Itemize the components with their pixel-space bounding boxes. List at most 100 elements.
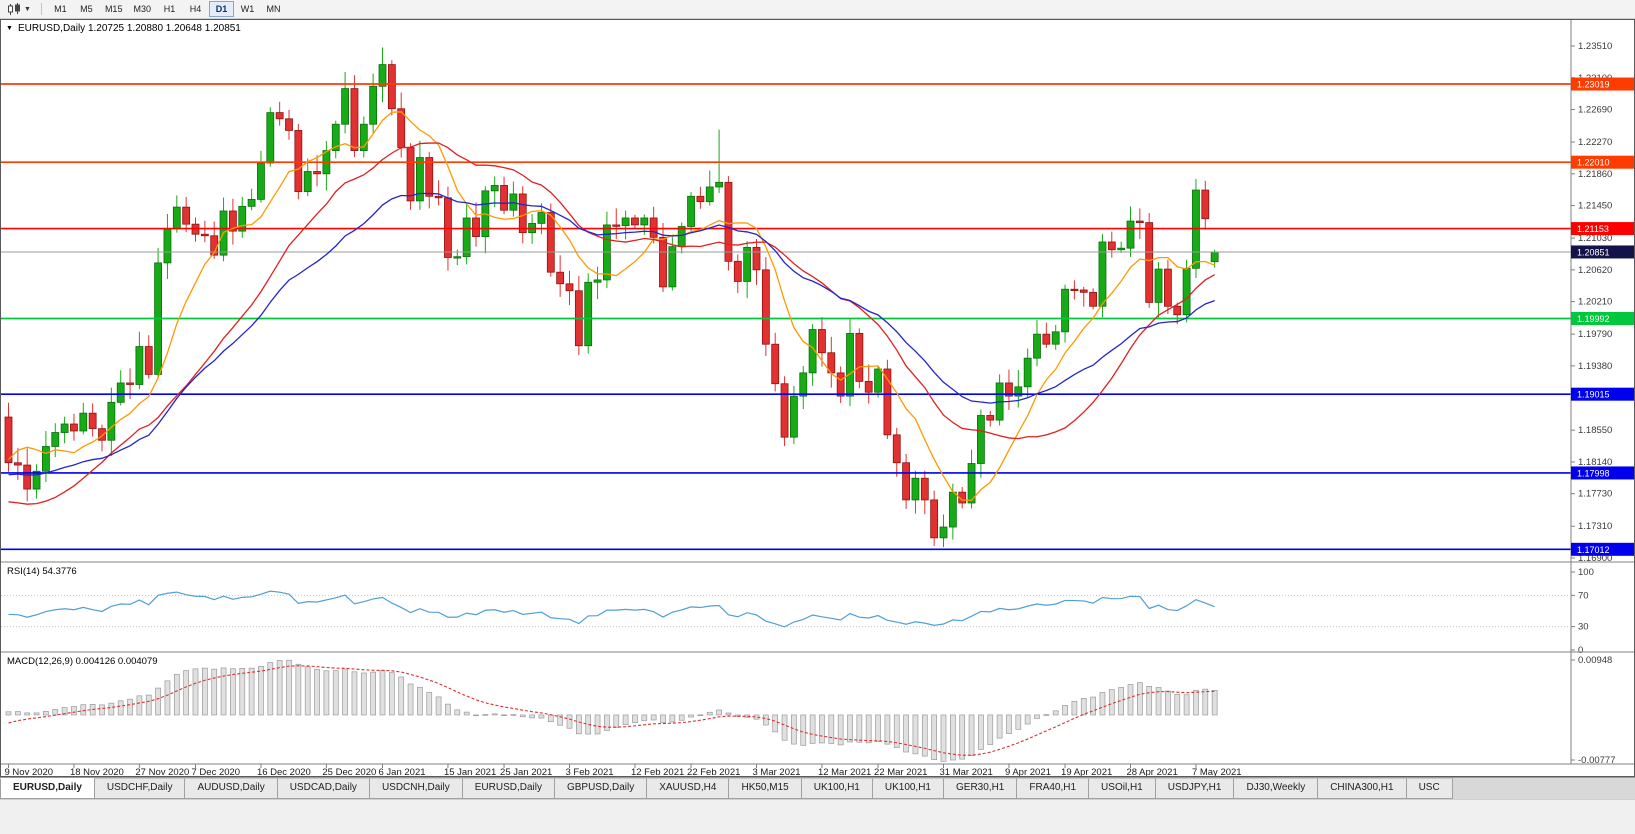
macd-histogram-bar xyxy=(622,714,629,725)
svg-text:28 Apr 2021: 28 Apr 2021 xyxy=(1127,767,1178,776)
svg-text:1.22690: 1.22690 xyxy=(1578,105,1612,116)
macd-histogram-bar xyxy=(1108,689,1115,716)
macd-histogram-bar xyxy=(529,714,535,719)
macd-histogram-bar xyxy=(463,711,470,716)
ma-line-20 xyxy=(8,142,1215,505)
chart-tab[interactable]: USOil,H1 xyxy=(1088,778,1156,799)
chart-tab[interactable]: UK100,H1 xyxy=(800,778,873,799)
macd-histogram-bar xyxy=(1183,694,1190,716)
chart-tab[interactable]: USDCNH,Daily xyxy=(368,778,463,799)
macd-histogram-bar xyxy=(828,714,835,744)
svg-text:1.17730: 1.17730 xyxy=(1578,489,1612,500)
chart-tab[interactable]: EURUSD,Daily xyxy=(0,778,95,799)
svg-text:27 Nov 2020: 27 Nov 2020 xyxy=(135,767,189,776)
chart-tab[interactable]: EURUSD,Daily xyxy=(461,778,555,799)
svg-text:1.20851: 1.20851 xyxy=(1577,247,1610,257)
chart-tab[interactable]: AUDUSD,Daily xyxy=(184,778,278,799)
chart-tab[interactable]: USC xyxy=(1405,778,1453,799)
chart-tab[interactable]: FRA40,H1 xyxy=(1016,778,1090,799)
timeframe-button-m1[interactable]: M1 xyxy=(48,1,73,17)
price-level-badge xyxy=(1571,542,1634,556)
chart-title-text: EURUSD,Daily 1.20725 1.20880 1.20648 1.2… xyxy=(17,23,241,34)
macd-histogram-bar xyxy=(164,680,171,716)
timeframe-button-m15[interactable]: M15 xyxy=(100,1,128,17)
chart-tab[interactable]: CHINA300,H1 xyxy=(1317,778,1407,799)
rsi-label: RSI(14) 54.3776 xyxy=(7,566,77,577)
macd-histogram-bar xyxy=(473,714,479,717)
chart-canvas[interactable]: 1.235101.231001.226901.222701.218601.214… xyxy=(1,20,1634,776)
price-level-badge xyxy=(1571,222,1634,236)
svg-text:1.21860: 1.21860 xyxy=(1578,169,1612,180)
macd-histogram-bar xyxy=(1090,696,1096,716)
horizontal-level-lines[interactable] xyxy=(1,83,1571,551)
macd-histogram-bar xyxy=(239,667,246,716)
timeframe-button-d1[interactable]: D1 xyxy=(208,1,234,17)
macd-histogram-bar xyxy=(604,714,610,731)
macd-histogram-bar xyxy=(332,670,339,716)
toolbar: ▼ M1 M5 M15 M30 H1 H4 D1 W1 MN xyxy=(0,0,1635,19)
price-level-badge xyxy=(1571,155,1634,169)
timeframe-button-m5[interactable]: M5 xyxy=(74,1,99,17)
chart-tab[interactable]: GBPUSD,Daily xyxy=(553,778,648,799)
macd-histogram-bar xyxy=(875,714,881,742)
macd-histogram-bar xyxy=(1006,714,1012,734)
macd-histogram-bar xyxy=(501,714,507,716)
chart-tab[interactable]: USDCAD,Daily xyxy=(276,778,370,799)
svg-text:3 Feb 2021: 3 Feb 2021 xyxy=(566,767,614,776)
macd-histogram-bar xyxy=(482,714,489,716)
timeframe-button-m30[interactable]: M30 xyxy=(128,1,156,17)
macd-histogram-bar xyxy=(342,668,348,716)
macd-histogram-bar xyxy=(884,714,891,745)
macd-histogram-bar xyxy=(893,714,900,748)
price-axis-labels: 1.235101.231001.226901.222701.218601.214… xyxy=(1571,41,1612,564)
moving-averages xyxy=(8,111,1215,505)
chart-tab[interactable]: GER30,H1 xyxy=(943,778,1018,799)
timeframe-button-mn[interactable]: MN xyxy=(261,1,286,17)
svg-text:0: 0 xyxy=(1578,645,1583,656)
macd-histogram-bar xyxy=(557,714,564,726)
toolbar-divider xyxy=(40,3,42,15)
macd-histogram-bar xyxy=(903,714,909,753)
svg-text:12 Feb 2021: 12 Feb 2021 xyxy=(631,767,684,776)
macd-histogram-bar xyxy=(1034,714,1040,719)
timeframe-button-w1[interactable]: W1 xyxy=(235,1,260,17)
chart-tab[interactable]: USDJPY,H1 xyxy=(1154,778,1235,799)
svg-text:19 Apr 2021: 19 Apr 2021 xyxy=(1061,767,1112,776)
svg-text:1.17998: 1.17998 xyxy=(1577,468,1610,478)
timeframe-button-h1[interactable]: H1 xyxy=(157,1,182,17)
timeframe-button-h4[interactable]: H4 xyxy=(183,1,208,17)
chart-tab[interactable]: HK50,M15 xyxy=(728,778,802,799)
macd-histogram-bar xyxy=(772,714,779,733)
macd-histogram-bar xyxy=(762,714,769,726)
macd-histogram-bar xyxy=(379,670,386,716)
macd-histogram-bar xyxy=(1052,710,1059,716)
macd-histogram-bar xyxy=(258,666,264,716)
price-level-badge xyxy=(1571,77,1634,91)
macd-histogram-bar xyxy=(547,714,554,723)
macd-histogram-bar xyxy=(211,668,218,716)
svg-text:1.17310: 1.17310 xyxy=(1578,521,1612,532)
macd-histogram-bar xyxy=(304,666,311,716)
macd-histogram-bar xyxy=(454,709,461,716)
macd-histogram-bar xyxy=(192,668,199,716)
svg-text:1.19992: 1.19992 xyxy=(1577,314,1610,324)
svg-text:12 Mar 2021: 12 Mar 2021 xyxy=(818,767,871,776)
svg-text:1.21153: 1.21153 xyxy=(1577,224,1609,234)
macd-histogram-bar xyxy=(697,714,704,717)
chart-type-button[interactable]: ▼ xyxy=(3,1,35,17)
macd-histogram-bar xyxy=(856,714,863,743)
macd-histogram-bar xyxy=(173,673,180,716)
chart-window: ▼ EURUSD,Daily 1.20725 1.20880 1.20648 1… xyxy=(0,19,1635,777)
svg-text:70: 70 xyxy=(1578,590,1589,601)
svg-text:1.18140: 1.18140 xyxy=(1578,457,1612,468)
ma-line-8 xyxy=(8,111,1215,501)
macd-histogram-bar xyxy=(865,714,872,744)
macd-histogram-bar xyxy=(847,714,853,743)
macd-histogram-bar xyxy=(99,704,105,716)
chart-tab[interactable]: DJ30,Weekly xyxy=(1233,778,1319,799)
chart-tab[interactable]: XAUUSD,H4 xyxy=(646,778,730,799)
svg-text:1.17012: 1.17012 xyxy=(1577,545,1610,555)
chart-collapse-icon[interactable]: ▼ xyxy=(6,25,13,32)
chart-tab[interactable]: UK100,H1 xyxy=(871,778,944,799)
chart-tab[interactable]: USDCHF,Daily xyxy=(93,778,186,799)
